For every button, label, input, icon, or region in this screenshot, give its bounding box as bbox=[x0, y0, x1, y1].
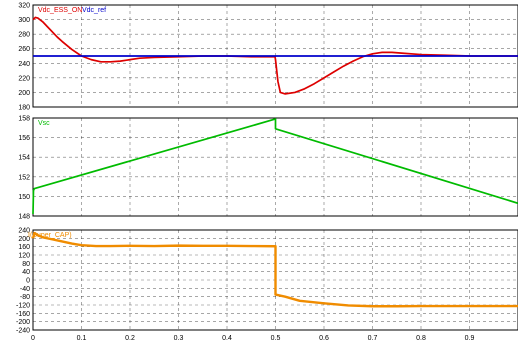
y-tick-supercap-10: 160 bbox=[18, 244, 30, 251]
y-tick-vdc-2: 220 bbox=[18, 75, 30, 82]
legend-vdc-ref: Vdc_ref bbox=[82, 7, 106, 14]
y-tick-vsc-3: 154 bbox=[18, 155, 30, 162]
y-tick-supercap-2: -160 bbox=[16, 311, 30, 318]
y-tick-vdc-6: 300 bbox=[18, 17, 30, 24]
y-tick-supercap-7: 40 bbox=[22, 269, 30, 276]
series-line-vsc-0 bbox=[32, 118, 518, 215]
panel-vsc-grid bbox=[33, 118, 518, 216]
y-tick-vdc-4: 260 bbox=[18, 46, 30, 53]
legend-vdc-ess-on: Vdc_ESS_ON bbox=[38, 7, 82, 14]
panel-vsc: 148 150 152 154 156 158 Vsc bbox=[18, 116, 518, 221]
y-tick-vdc-3: 240 bbox=[18, 61, 30, 68]
panel-supercap-series bbox=[31, 231, 518, 308]
y-tick-supercap-11: 200 bbox=[18, 236, 30, 243]
x-tick-8: 0.8 bbox=[416, 335, 426, 342]
x-axis-ticks: 0 0.1 0.2 0.3 0.4 0.5 0.6 0.7 0.8 0.9 bbox=[31, 335, 474, 342]
legend-supercap-current: I(Super_CAP) bbox=[28, 232, 72, 239]
y-tick-vsc-4: 156 bbox=[18, 135, 30, 142]
y-tick-supercap-8: 80 bbox=[22, 261, 30, 268]
y-tick-supercap-12: 240 bbox=[18, 228, 30, 235]
panel-vdc: 180 200 220 240 260 280 300 320 Vdc_ESS_ON Vdc_… bbox=[18, 3, 518, 112]
legend-vsc: Vsc bbox=[38, 120, 50, 127]
x-tick-6: 0.6 bbox=[319, 335, 329, 342]
y-tick-vdc-5: 280 bbox=[18, 32, 30, 39]
panel-vsc-y-ticks: 148 150 152 154 156 158 bbox=[18, 116, 30, 221]
y-tick-supercap-4: -80 bbox=[20, 294, 30, 301]
series-line-supercap-0 bbox=[31, 231, 518, 308]
y-tick-supercap-0: -240 bbox=[16, 328, 30, 335]
panel-supercap-current: -240-200-160-120-80-4004080120160200240 … bbox=[16, 228, 518, 335]
y-tick-supercap-3: -120 bbox=[16, 303, 30, 310]
y-tick-vsc-1: 150 bbox=[18, 194, 30, 201]
x-tick-4: 0.4 bbox=[222, 335, 232, 342]
x-tick-0: 0 bbox=[31, 335, 35, 342]
x-tick-3: 0.3 bbox=[174, 335, 184, 342]
panel-vdc-y-ticks: 180 200 220 240 260 280 300 320 bbox=[18, 3, 30, 112]
y-tick-supercap-9: 120 bbox=[18, 253, 30, 260]
x-tick-9: 0.9 bbox=[465, 335, 475, 342]
y-tick-vsc-2: 152 bbox=[18, 174, 30, 181]
x-tick-1: 0.1 bbox=[77, 335, 87, 342]
y-tick-vsc-0: 148 bbox=[18, 214, 30, 221]
y-tick-supercap-6: 0 bbox=[26, 278, 30, 285]
y-tick-vdc-0: 180 bbox=[18, 105, 30, 112]
panel-vsc-series bbox=[32, 118, 518, 215]
panel-vdc-series bbox=[32, 16, 518, 95]
y-tick-vsc-5: 158 bbox=[18, 116, 30, 123]
y-tick-vdc-1: 200 bbox=[18, 90, 30, 97]
x-tick-7: 0.7 bbox=[368, 335, 378, 342]
x-tick-5: 0.5 bbox=[271, 335, 281, 342]
y-tick-supercap-5: -40 bbox=[20, 286, 30, 293]
x-tick-2: 0.2 bbox=[125, 335, 135, 342]
y-tick-vdc-7: 320 bbox=[18, 3, 30, 10]
y-tick-supercap-1: -200 bbox=[16, 319, 30, 326]
